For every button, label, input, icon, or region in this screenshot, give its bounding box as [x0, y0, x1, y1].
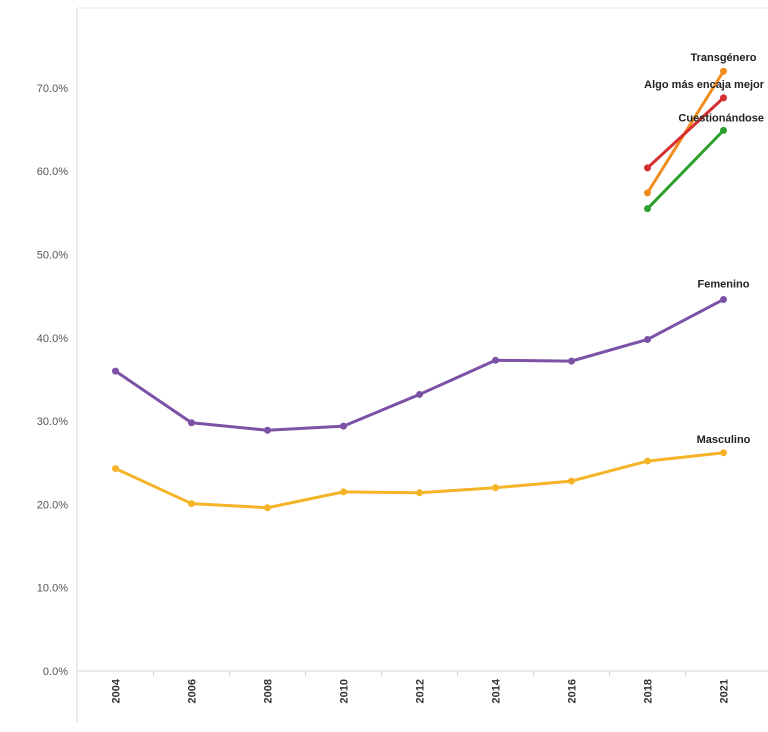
data-point-femenino [720, 295, 727, 303]
data-point-masculino [644, 457, 651, 465]
y-tick-label: 50.0% [37, 250, 68, 262]
x-tick-label: 2010 [339, 679, 351, 703]
y-tick-label: 40.0% [37, 333, 68, 345]
data-point-masculino [720, 449, 727, 457]
data-point-femenino [492, 356, 499, 364]
x-tick-label: 2004 [111, 678, 123, 703]
x-axis-ticks: 2004 2006 2008 2010 2012 2014 2016 2018 2021 [111, 671, 731, 703]
data-point-cuestionandose [720, 126, 727, 134]
data-point-femenino [112, 367, 119, 375]
series-line-femenino [114, 297, 725, 432]
data-point-masculino [264, 504, 271, 512]
data-point-femenino [644, 335, 651, 343]
y-tick-label: 70.0% [37, 83, 68, 95]
series-label-transgenero: Transgénero [690, 52, 756, 64]
y-axis-ticks: 0.0% 10.0% 20.0% 30.0% 40.0% 50.0% 60.0% 70.0% [37, 83, 68, 678]
data-point-femenino [416, 390, 423, 398]
series-group [112, 67, 727, 512]
x-tick-label: 2016 [567, 679, 579, 703]
data-point-masculino [188, 500, 195, 508]
data-point-femenino [340, 422, 347, 430]
data-point-cuestionandose [644, 205, 651, 213]
data-point-transgenero [644, 189, 651, 197]
data-point-masculino [112, 465, 119, 473]
series-line-masculino [114, 451, 725, 510]
series-labels: Femenino Masculino Transgénero Algo más enc… [644, 52, 765, 446]
x-tick-label: 2008 [263, 679, 275, 703]
y-tick-label: 20.0% [37, 499, 68, 511]
series-label-cuestionandose: Cuestionándose [678, 112, 764, 124]
data-point-masculino [492, 484, 499, 492]
series-line-algo-mas-encaja-mejor [646, 96, 725, 170]
data-point-femenino [568, 357, 575, 365]
data-point-algo-mas-encaja-mejor [644, 164, 651, 172]
y-tick-label: 0.0% [43, 666, 68, 678]
x-tick-label: 2014 [491, 678, 503, 703]
data-point-algo-mas-encaja-mejor [720, 94, 727, 102]
series-line-cuestionandose [646, 128, 725, 211]
series-label-femenino: Femenino [698, 278, 750, 290]
x-tick-label: 2006 [187, 679, 199, 703]
x-tick-label: 2018 [643, 679, 655, 703]
series-label-algo-mas-encaja-mejor: Algo más encaja mejor [644, 79, 765, 91]
y-tick-label: 10.0% [37, 583, 68, 595]
y-tick-label: 30.0% [37, 416, 68, 428]
data-point-masculino [340, 488, 347, 496]
series-label-masculino: Masculino [697, 434, 751, 446]
axes [76, 7, 768, 722]
data-point-masculino [416, 489, 423, 497]
x-tick-label: 2021 [719, 679, 731, 703]
data-point-transgenero [720, 67, 727, 75]
data-point-femenino [188, 419, 195, 427]
y-tick-label: 60.0% [37, 166, 68, 178]
data-point-masculino [568, 477, 575, 485]
x-tick-label: 2012 [415, 679, 427, 703]
data-point-femenino [264, 426, 271, 434]
